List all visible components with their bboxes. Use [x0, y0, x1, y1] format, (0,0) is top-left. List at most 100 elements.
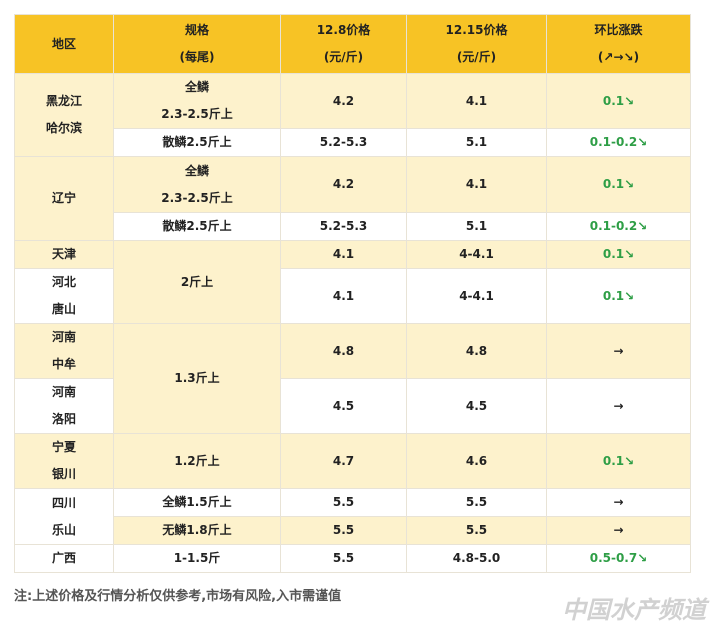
header-cell: 地区	[14, 14, 114, 74]
price-cell: 4.1	[406, 73, 547, 129]
spec-cell: 散鳞2.5斤上	[113, 212, 281, 241]
table-row: 辽宁 全鳞 2.3-2.5斤上 4.2 4.1 0.1↘	[14, 156, 691, 241]
price-cell: 4.2	[280, 73, 407, 129]
header-row: 地区 规格 (每尾) 12.8价格 (元/斤) 12.15价格 (元/斤) 环比涨跌 (↗→↘)	[14, 14, 691, 74]
price-cell: 4-4.1	[406, 268, 547, 324]
cell-line: 1.3斤上	[174, 371, 220, 385]
cell-line: 12.15价格	[445, 23, 508, 37]
cell-line: 地区	[51, 36, 76, 51]
header-cell: 12.15价格 (元/斤)	[406, 14, 547, 74]
cell-line: 中牟	[51, 357, 76, 371]
cell-line: 广西	[51, 551, 76, 565]
cell-line: (每尾)	[179, 50, 215, 64]
cell-line: 哈尔滨	[45, 121, 82, 135]
spec-cell: 全鳞 2.3-2.5斤上	[113, 156, 281, 213]
price-cell: 5.2-5.3	[280, 128, 407, 157]
header-cell: 规格 (每尾)	[113, 14, 281, 74]
region-cell: 河北 唐山	[14, 268, 114, 324]
price-cell: 4.1	[406, 156, 547, 213]
table-row: 河南 洛阳 4.5 4.5 →	[14, 378, 691, 434]
change-cell: 0.5-0.7↘	[546, 544, 691, 573]
table-row: 宁夏银川 1.2斤上 4.7 4.6 0.1↘	[14, 433, 691, 489]
price-table: 地区 规格 (每尾) 12.8价格 (元/斤) 12.15价格 (元/斤) 环比涨跌 (↗→↘)…	[14, 14, 691, 573]
header-cell: 环比涨跌 (↗→↘)	[546, 14, 691, 74]
cell-line: 银川	[51, 467, 76, 481]
cell-line: 全鳞	[184, 163, 209, 178]
cell-line: 河南	[51, 385, 76, 399]
cell-line: 环比涨跌	[594, 23, 643, 37]
price-cell: 5.5	[280, 516, 407, 545]
table-row: 无鳞1.8斤上 5.5 5.5 →	[15, 516, 691, 545]
spec-cell: 1.3斤上	[113, 323, 281, 434]
cell-line: 河南	[51, 330, 76, 344]
cell-line: 2斤上	[180, 274, 214, 289]
change-cell: →	[546, 378, 691, 434]
cell-line: 12.8价格	[316, 23, 371, 37]
price-cell: 4.5	[406, 378, 547, 434]
region-cell: 黑龙江 哈尔滨	[14, 73, 114, 157]
spec-cell: 1.2斤上	[113, 433, 281, 489]
cell-line: (元/斤)	[323, 50, 364, 64]
cell-line: 2.3-2.5斤上	[161, 107, 233, 121]
region-cell: 辽宁	[14, 156, 114, 241]
table-row: 河南 中牟 1.3斤上 4.8 4.8 →	[14, 323, 691, 434]
price-cell: 4.8	[280, 323, 407, 379]
price-cell: 5.5	[406, 516, 547, 545]
cell-line: 黑龙江	[45, 94, 82, 108]
change-cell: →	[546, 516, 691, 545]
change-cell: 0.1↘	[546, 268, 691, 324]
price-cell: 4.1	[280, 268, 407, 324]
change-cell: →	[546, 323, 691, 379]
header-cell: 12.8价格 (元/斤)	[280, 14, 407, 74]
cell-line: 宁夏	[51, 440, 76, 454]
price-cell: 4.8-5.0	[406, 544, 547, 573]
cell-line: 全鳞	[184, 80, 209, 94]
region-cell: 宁夏 银川	[14, 433, 114, 489]
change-cell: 0.1-0.2↘	[546, 128, 691, 157]
cell-line: 河北	[51, 275, 76, 289]
table-row: 散鳞2.5斤上 5.2-5.3 5.1 0.1-0.2↘	[15, 212, 691, 241]
price-cell: 5.5	[280, 544, 407, 573]
price-cell: 4.5	[280, 378, 407, 434]
price-cell: 5.5	[280, 488, 407, 517]
price-cell: 4.1	[280, 240, 407, 269]
price-cell: 5.1	[406, 128, 547, 157]
table-row: 广西 1-1.5斤 5.5 4.8-5.0 0.5-0.7↘	[14, 544, 691, 573]
table-row: 四川 乐山 全鳞1.5斤上 5.5 5.5 →	[14, 488, 691, 545]
watermark: 中国水产频道	[562, 596, 706, 624]
cell-line: (元/斤)	[456, 50, 497, 64]
cell-line: 1-1.5斤	[173, 551, 221, 565]
change-cell: 0.1↘	[546, 156, 691, 213]
table-row: 河北唐山 4.1 4-4.1 0.1↘	[14, 268, 691, 324]
table-row: 黑龙江哈尔滨 全鳞 2.3-2.5斤上 4.2 4.1 0.1↘	[14, 73, 691, 157]
price-cell: 4.7	[280, 433, 407, 489]
price-cell: 4.8	[406, 323, 547, 379]
cell-line: 无鳞1.8斤上	[162, 523, 232, 537]
region-cell: 四川 乐山	[14, 488, 114, 545]
change-cell: 0.1-0.2↘	[546, 212, 691, 241]
cell-line: 乐山	[51, 522, 76, 537]
cell-line: 四川	[51, 495, 76, 510]
region-cell: 河南 洛阳	[14, 378, 114, 434]
cell-line: 唐山	[51, 302, 76, 316]
change-cell: 0.1↘	[546, 73, 691, 129]
cell-line: 规格	[184, 23, 209, 37]
region-cell: 天津	[14, 240, 114, 269]
cell-line: (↗→↘)	[597, 50, 640, 64]
spec-cell: 全鳞 2.3-2.5斤上	[113, 73, 281, 129]
change-cell: 0.1↘	[546, 433, 691, 489]
price-cell: 4.2	[280, 156, 407, 213]
spec-cell: 1-1.5斤	[113, 544, 281, 573]
region-cell: 广西	[14, 544, 114, 573]
change-cell: 0.1↘	[546, 240, 691, 269]
cell-line: 1.2斤上	[174, 453, 220, 468]
price-cell: 5.5	[406, 488, 547, 517]
cell-line: 散鳞2.5斤上	[162, 135, 232, 149]
spec-cell: 2斤上	[113, 240, 281, 324]
price-cell: 4.6	[406, 433, 547, 489]
cell-line: 辽宁	[51, 191, 76, 205]
cell-line: 全鳞1.5斤上	[162, 495, 232, 509]
cell-line: 洛阳	[51, 412, 76, 426]
note: 注:上述价格及行情分析仅供参考,市场有风险,入市需谨值	[14, 589, 342, 604]
region-cell: 河南 中牟	[14, 323, 114, 379]
